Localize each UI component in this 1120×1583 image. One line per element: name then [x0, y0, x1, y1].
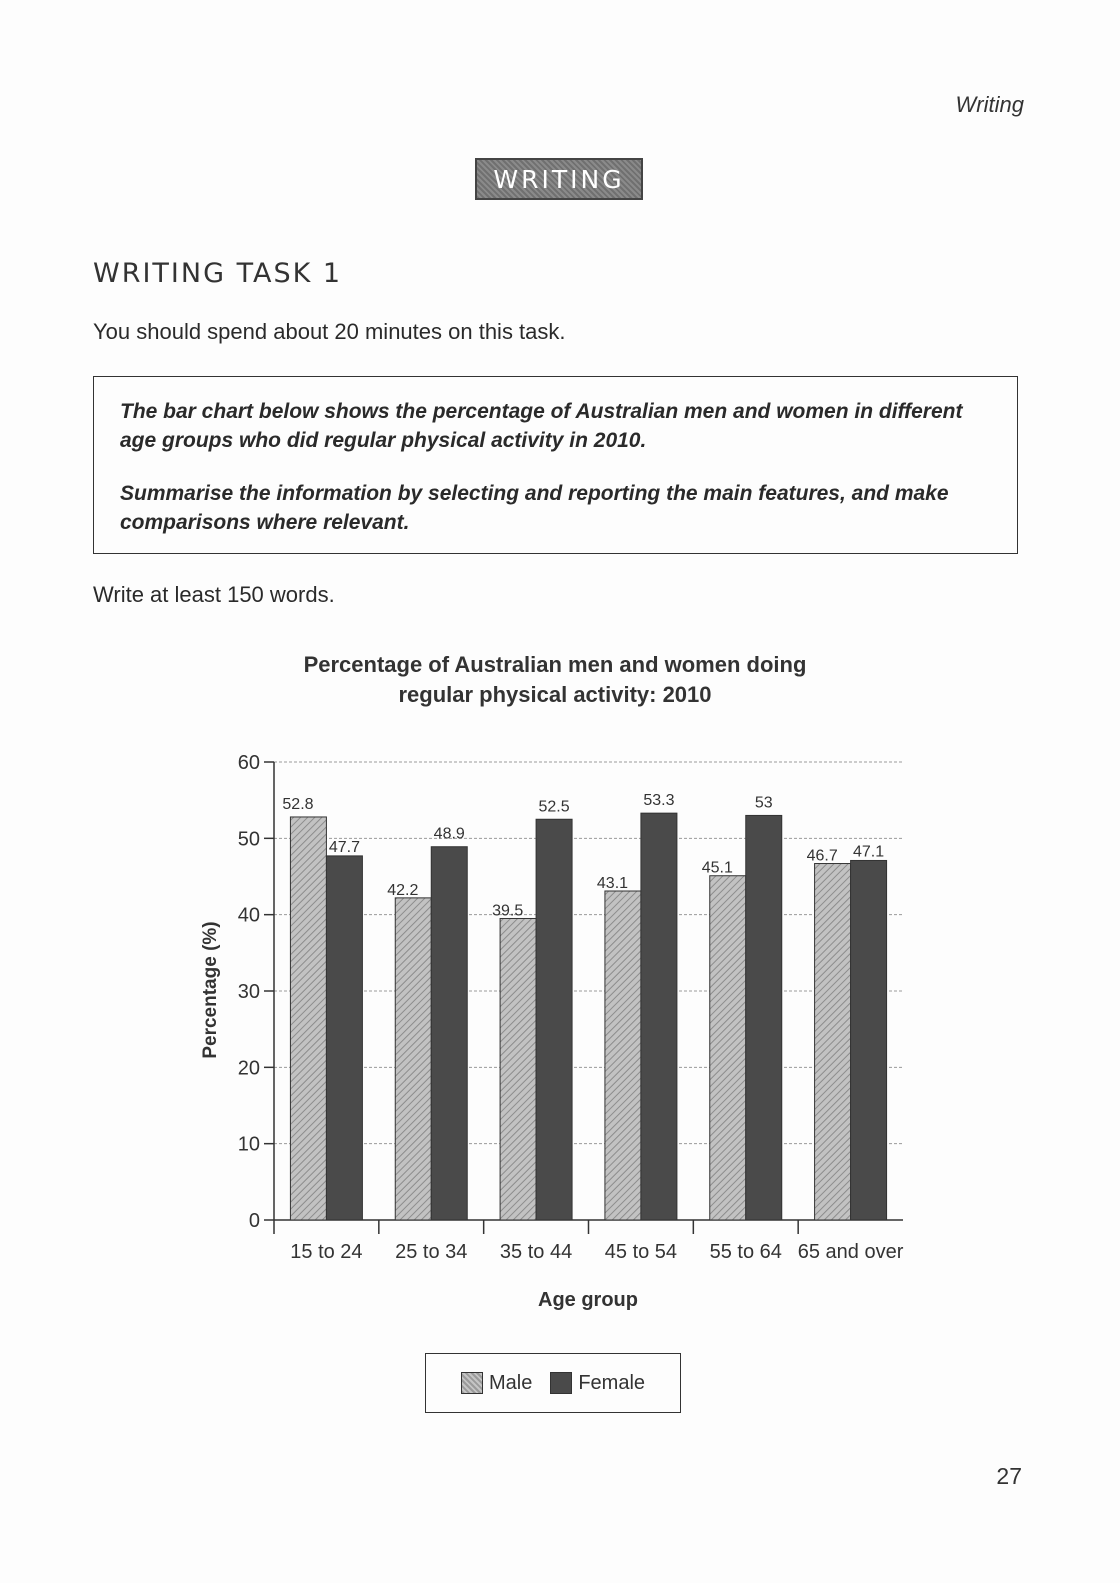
legend-label-female: Female	[578, 1371, 646, 1394]
chart-title-line2: regular physical activity: 2010	[398, 682, 711, 707]
x-tick-label: 35 to 44	[500, 1241, 572, 1263]
x-tick-label: 45 to 54	[605, 1241, 677, 1263]
data-label-female: 52.5	[539, 798, 570, 815]
data-label-male: 39.5	[492, 902, 523, 919]
chart-title-line1: Percentage of Australian men and women d…	[304, 652, 807, 677]
bar-male	[604, 890, 642, 1221]
data-label-female: 48.9	[434, 826, 465, 843]
x-tick-label: 25 to 34	[395, 1241, 467, 1263]
y-axis-label: Percentage (%)	[200, 921, 221, 1058]
prompt-description: The bar chart below shows the percentage…	[120, 400, 963, 452]
word-instruction: Write at least 150 words.	[93, 582, 335, 607]
prompt-task: Summarise the information by selecting a…	[120, 482, 949, 534]
data-label-male: 52.8	[282, 796, 313, 813]
time-instruction: You should spend about 20 minutes on thi…	[93, 319, 566, 344]
y-tick-label: 30	[238, 981, 260, 1003]
legend-item-male: Male	[460, 1371, 533, 1395]
chart-legend: Male Female	[425, 1353, 681, 1413]
page-number: 27	[996, 1463, 1022, 1489]
bar-female	[850, 859, 888, 1221]
legend-label-male: Male	[488, 1371, 533, 1394]
section-banner-label: WRITING	[493, 164, 625, 194]
data-label-male: 43.1	[597, 875, 628, 892]
x-axis-label: Age group	[538, 1289, 638, 1311]
data-label-male: 46.7	[807, 848, 838, 865]
bar-male	[709, 875, 747, 1221]
task-heading: WRITING TASK 1	[93, 258, 343, 289]
y-tick-label: 20	[238, 1057, 260, 1079]
legend-swatch-female	[550, 1372, 573, 1394]
bar-female	[325, 855, 363, 1221]
running-head: Writing	[955, 92, 1024, 117]
data-label-male: 45.1	[702, 860, 733, 877]
legend-swatch-male	[460, 1372, 483, 1394]
y-tick-label: 50	[238, 828, 260, 850]
bar-female	[745, 814, 783, 1221]
bar-male	[289, 816, 327, 1221]
legend-item-female: Female	[550, 1372, 645, 1395]
bar-female	[640, 812, 678, 1221]
data-label-male: 42.2	[387, 882, 418, 899]
prompt-box: The bar chart below shows the percentage…	[93, 376, 1018, 554]
section-banner: WRITING	[475, 158, 643, 200]
y-tick-label: 60	[238, 752, 260, 774]
data-label-female: 53.3	[643, 792, 674, 809]
y-tick-label: 0	[249, 1210, 260, 1232]
bar-male	[814, 863, 852, 1221]
bar-female	[535, 818, 573, 1221]
y-tick-label: 40	[238, 905, 260, 927]
data-label-female: 47.7	[329, 839, 360, 856]
data-label-female: 47.1	[853, 843, 884, 860]
x-tick-label: 65 and over	[798, 1241, 904, 1263]
bar-male	[394, 897, 432, 1221]
x-tick-label: 55 to 64	[710, 1241, 782, 1263]
data-label-female: 53	[755, 794, 773, 811]
x-tick-label: 15 to 24	[290, 1241, 362, 1263]
bar-male	[499, 917, 537, 1221]
bar-female	[430, 846, 468, 1221]
y-tick-label: 10	[238, 1134, 260, 1156]
